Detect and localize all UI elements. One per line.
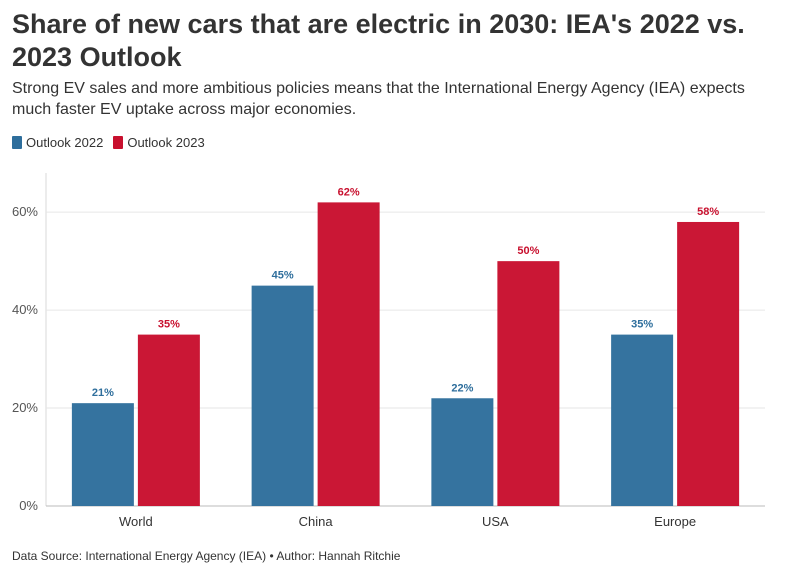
- data-label-europe-outlook-2022: 35%: [631, 319, 653, 331]
- bar-europe-outlook-2022: [611, 334, 674, 506]
- y-tick-label-40: 40%: [12, 302, 38, 317]
- y-tick-label-60: 60%: [12, 204, 38, 219]
- bar-europe-outlook-2023: [677, 221, 740, 506]
- x-tick-label-europe: Europe: [654, 514, 696, 529]
- bar-world-outlook-2023: [137, 334, 200, 506]
- legend-swatch-outlook-2023: [113, 136, 124, 149]
- legend: Outlook 2022 Outlook 2023: [12, 135, 205, 150]
- legend-label-outlook-2023: Outlook 2023: [127, 135, 205, 150]
- data-label-usa-outlook-2022: 22%: [451, 382, 473, 394]
- x-tick-label-china: China: [299, 514, 334, 529]
- chart-subtitle: Strong EV sales and more ambitious polic…: [12, 80, 745, 118]
- data-label-china-outlook-2022: 45%: [272, 270, 294, 282]
- bar-usa-outlook-2023: [497, 261, 560, 506]
- data-label-world-outlook-2022: 21%: [92, 387, 114, 399]
- x-tick-label-usa: USA: [482, 514, 509, 529]
- bar-china-outlook-2022: [251, 285, 314, 506]
- data-label-world-outlook-2023: 35%: [158, 319, 180, 331]
- bar-chart: 0% 20% 40% 60% 21% 35% World 45% 62% China 22% 50% U…: [12, 173, 765, 529]
- y-tick-label-0: 0%: [19, 498, 38, 513]
- data-label-usa-outlook-2023: 50%: [517, 245, 539, 257]
- y-tick-label-20: 20%: [12, 400, 38, 415]
- data-label-china-outlook-2023: 62%: [338, 186, 360, 198]
- bar-usa-outlook-2022: [431, 398, 494, 506]
- bar-world-outlook-2022: [71, 403, 134, 506]
- x-tick-label-world: World: [119, 514, 153, 529]
- legend-item-outlook-2022: Outlook 2022: [12, 135, 103, 150]
- bar-china-outlook-2023: [317, 202, 380, 506]
- data-label-europe-outlook-2023: 58%: [697, 206, 719, 218]
- chart-title: Share of new cars that are electric in 2…: [12, 9, 745, 72]
- legend-item-outlook-2023: Outlook 2023: [113, 135, 205, 150]
- legend-swatch-outlook-2022: [12, 136, 22, 149]
- legend-label-outlook-2022: Outlook 2022: [26, 135, 104, 150]
- data-source: Data Source: International Energy Agency…: [12, 549, 401, 563]
